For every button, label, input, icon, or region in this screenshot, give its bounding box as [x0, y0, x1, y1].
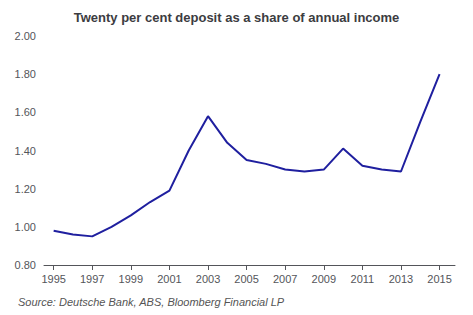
svg-text:1.40: 1.40	[15, 145, 36, 157]
svg-text:2015: 2015	[427, 273, 451, 285]
svg-text:1.00: 1.00	[15, 221, 36, 233]
svg-text:2001: 2001	[157, 273, 181, 285]
svg-text:1.20: 1.20	[15, 183, 36, 195]
svg-text:2011: 2011	[351, 273, 375, 285]
svg-text:2013: 2013	[389, 273, 413, 285]
svg-text:2003: 2003	[196, 273, 220, 285]
svg-text:2007: 2007	[273, 273, 297, 285]
svg-text:1999: 1999	[119, 273, 143, 285]
svg-text:2005: 2005	[234, 273, 258, 285]
svg-text:0.80: 0.80	[15, 259, 36, 271]
svg-text:2.00: 2.00	[15, 30, 36, 42]
svg-text:1995: 1995	[41, 273, 65, 285]
svg-text:1997: 1997	[80, 273, 104, 285]
svg-text:Twenty per cent deposit as a s: Twenty per cent deposit as a share of an…	[74, 10, 400, 25]
svg-text:1.60: 1.60	[15, 106, 36, 118]
svg-text:Source: Deutsche Bank, ABS, Bl: Source: Deutsche Bank, ABS, Bloomberg Fi…	[18, 296, 285, 308]
svg-text:1.80: 1.80	[15, 68, 36, 80]
svg-text:2009: 2009	[312, 273, 336, 285]
